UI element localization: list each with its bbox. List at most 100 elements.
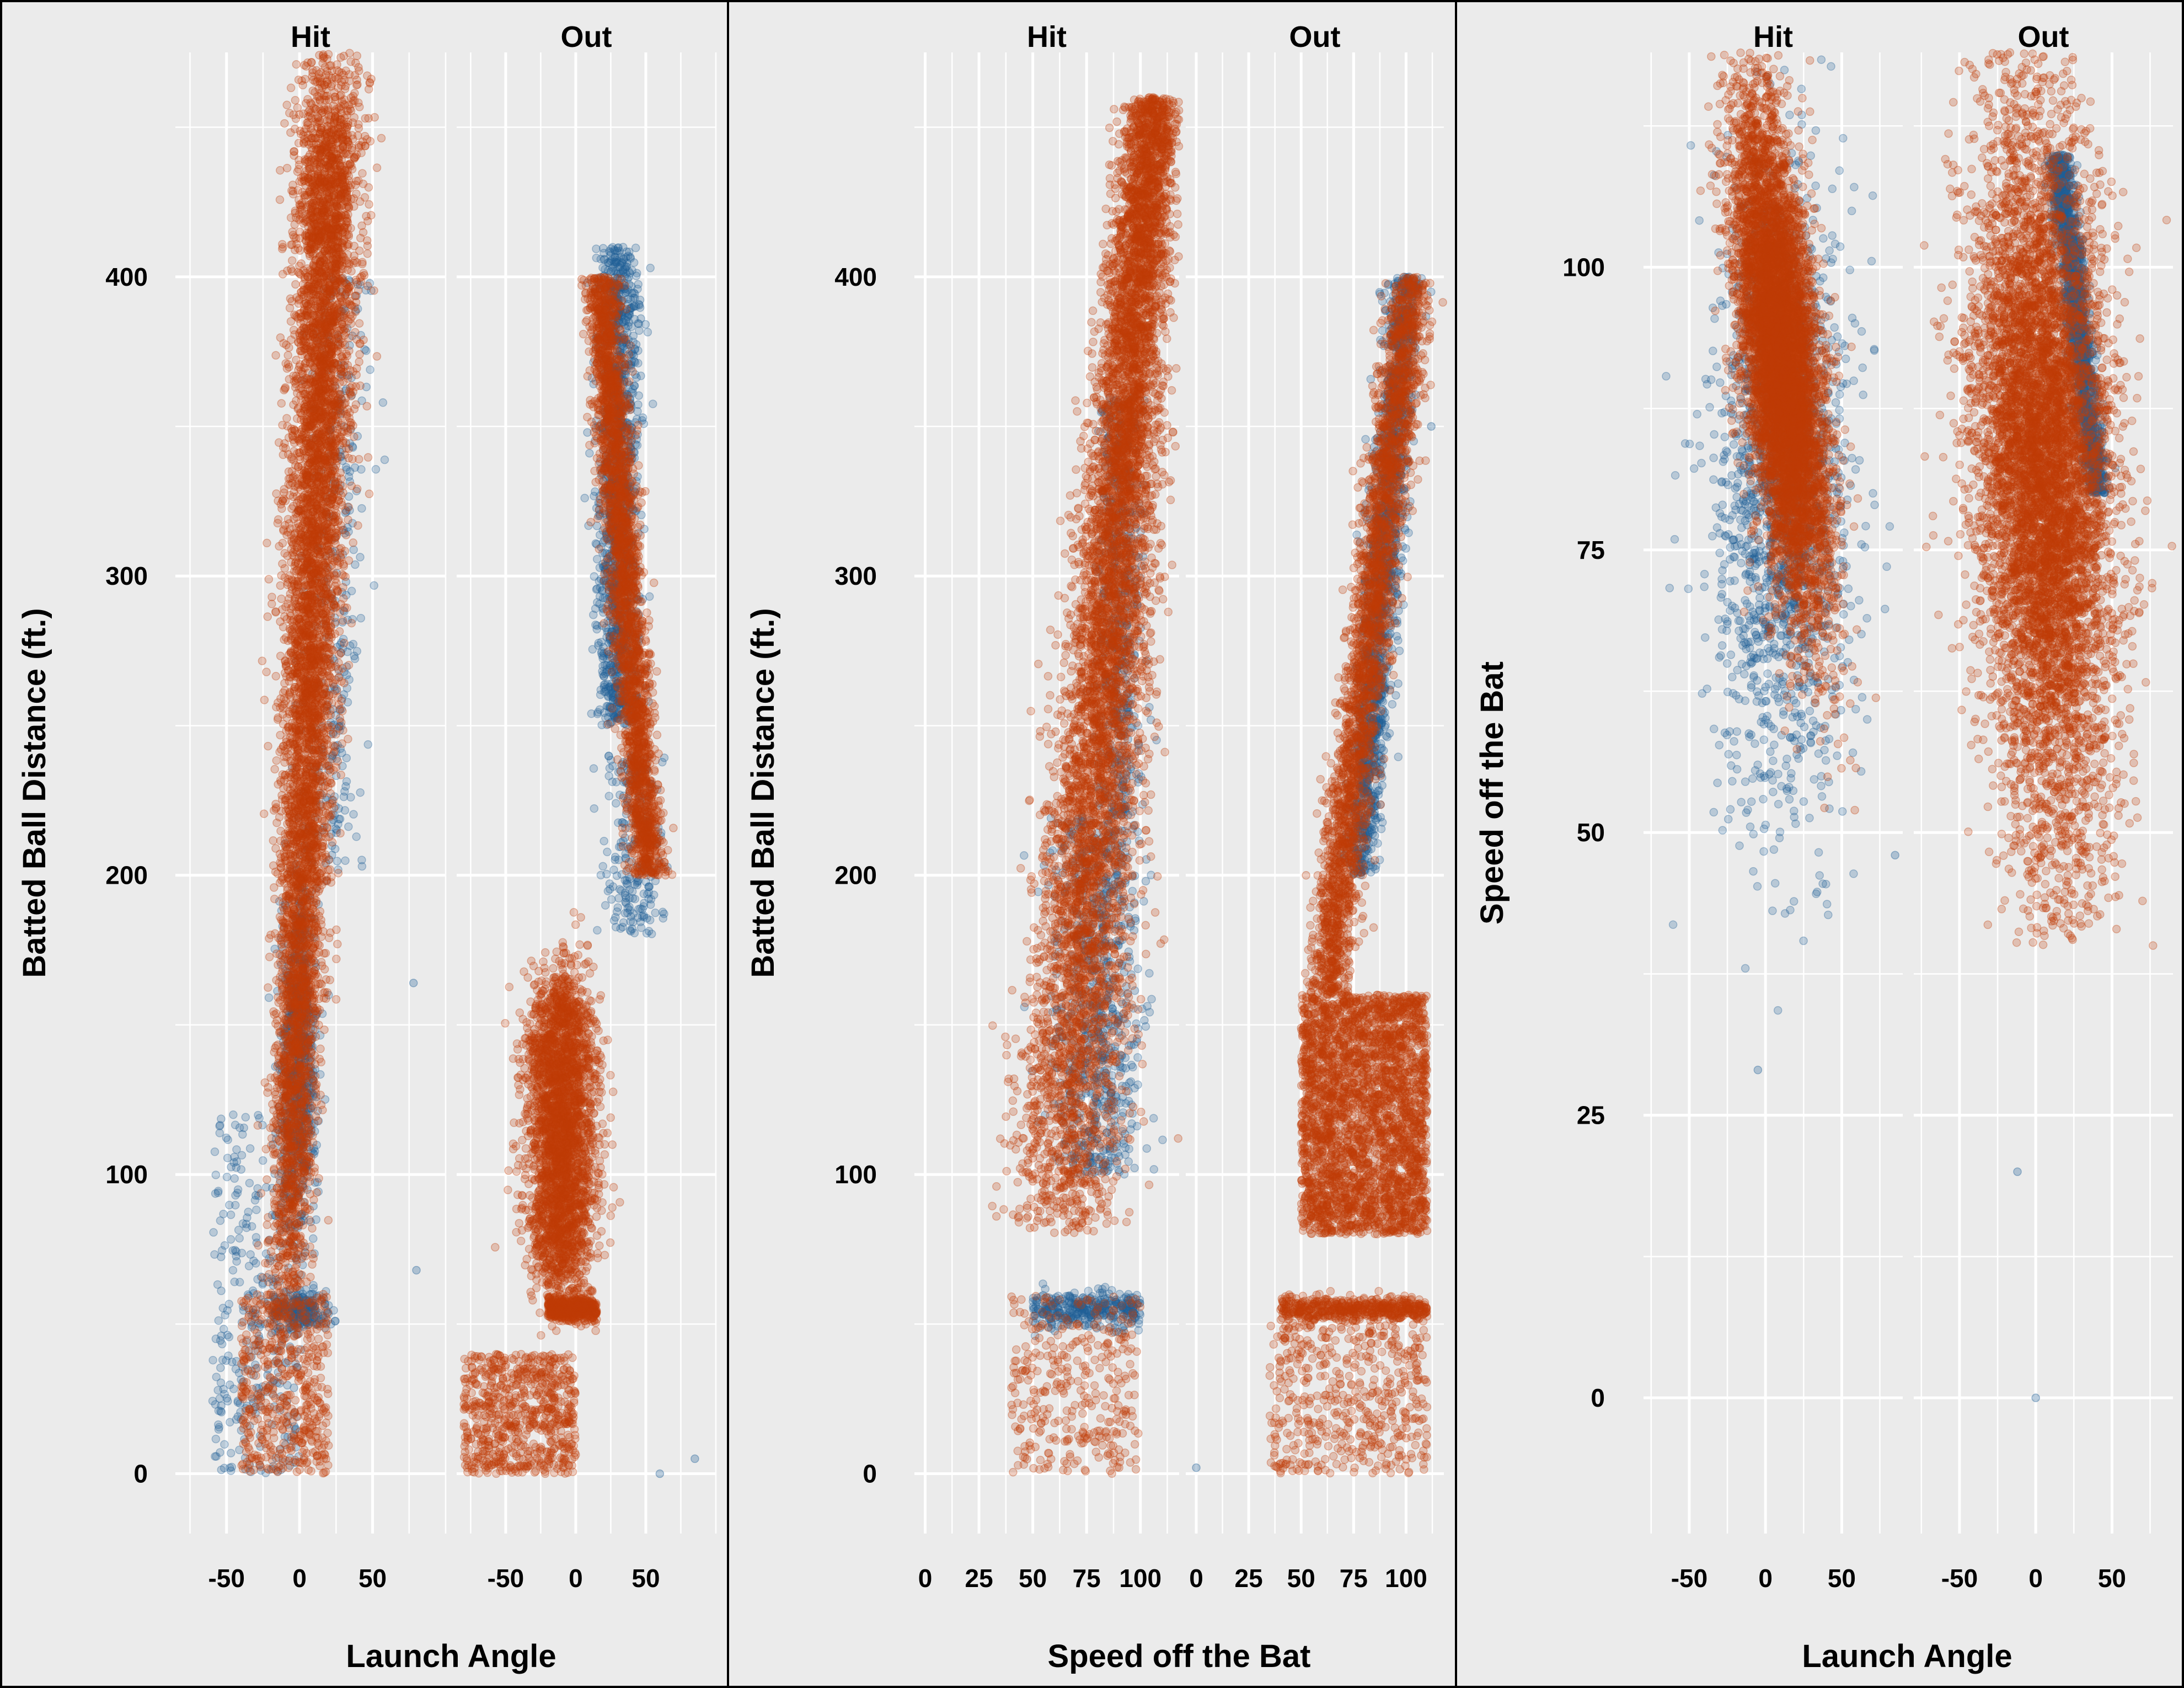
data-point bbox=[228, 1265, 238, 1275]
data-point bbox=[285, 998, 293, 1007]
data-point bbox=[286, 1308, 295, 1317]
data-point bbox=[258, 1273, 267, 1283]
data-point bbox=[223, 1135, 232, 1144]
data-point bbox=[344, 515, 352, 524]
data-point bbox=[220, 1241, 229, 1250]
data-point bbox=[349, 810, 358, 819]
data-point bbox=[311, 1302, 319, 1311]
data-point bbox=[330, 1317, 340, 1326]
data-point bbox=[313, 1356, 322, 1365]
data-point bbox=[301, 1252, 310, 1260]
data-point bbox=[352, 647, 362, 656]
data-point bbox=[271, 351, 280, 360]
data-point bbox=[276, 1031, 286, 1040]
data-point bbox=[350, 654, 360, 664]
data-point bbox=[229, 1110, 238, 1119]
data-point bbox=[300, 1071, 309, 1081]
data-point bbox=[377, 133, 386, 143]
data-point bbox=[276, 1112, 285, 1121]
data-point bbox=[238, 1219, 248, 1228]
data-point bbox=[346, 793, 355, 802]
data-point bbox=[352, 832, 361, 841]
data-point bbox=[215, 1129, 224, 1137]
data-point bbox=[314, 1334, 323, 1343]
data-point bbox=[259, 809, 269, 818]
data-point bbox=[254, 1110, 263, 1120]
data-point bbox=[333, 939, 342, 949]
data-point bbox=[279, 1439, 288, 1447]
data-point bbox=[229, 1158, 238, 1167]
data-point bbox=[265, 934, 274, 943]
data-point bbox=[355, 350, 364, 359]
data-point bbox=[277, 1198, 286, 1208]
data-point bbox=[349, 538, 358, 547]
data-point bbox=[231, 1191, 240, 1200]
data-point bbox=[345, 506, 354, 515]
data-point bbox=[357, 465, 366, 474]
data-point bbox=[252, 1205, 261, 1214]
data-point bbox=[357, 862, 367, 871]
data-point bbox=[317, 742, 326, 752]
data-point bbox=[222, 1356, 231, 1365]
data-point bbox=[300, 1294, 309, 1303]
data-point bbox=[354, 521, 362, 530]
data-point bbox=[370, 581, 378, 590]
data-point bbox=[245, 1467, 254, 1476]
data-point bbox=[344, 472, 354, 481]
data-point bbox=[363, 740, 373, 749]
data-point bbox=[217, 1114, 226, 1124]
data-point bbox=[286, 1311, 295, 1320]
data-point bbox=[219, 1209, 228, 1219]
data-point bbox=[213, 1188, 223, 1197]
data-point bbox=[323, 1385, 332, 1393]
data-point bbox=[218, 1304, 228, 1313]
data-point bbox=[226, 1210, 235, 1219]
data-point bbox=[286, 970, 295, 979]
data-point bbox=[246, 1250, 255, 1259]
data-point bbox=[297, 1048, 306, 1057]
data-point bbox=[244, 1208, 253, 1216]
data-point bbox=[285, 303, 295, 313]
data-point bbox=[260, 696, 269, 704]
facet-hit: Hit-50 0 50 bbox=[175, 20, 447, 1593]
data-point bbox=[224, 1332, 234, 1342]
data-point bbox=[306, 762, 315, 771]
series-1-points bbox=[208, 273, 389, 1477]
data-point bbox=[342, 754, 351, 762]
data-point bbox=[226, 1235, 235, 1244]
data-point bbox=[217, 1401, 226, 1410]
data-point bbox=[216, 1363, 225, 1372]
data-point bbox=[270, 765, 279, 774]
data-point bbox=[309, 1234, 318, 1243]
data-point bbox=[356, 553, 365, 562]
data-point bbox=[242, 1223, 251, 1232]
data-point bbox=[300, 1018, 309, 1027]
data-point bbox=[217, 1286, 226, 1295]
data-point bbox=[288, 1070, 297, 1079]
data-point bbox=[347, 618, 356, 628]
data-point bbox=[300, 1061, 309, 1070]
data-point bbox=[279, 1301, 288, 1311]
data-point bbox=[366, 365, 374, 374]
data-point bbox=[283, 351, 292, 360]
data-point bbox=[294, 164, 303, 174]
data-point bbox=[354, 120, 363, 129]
data-point bbox=[280, 635, 288, 644]
data-point bbox=[322, 688, 331, 697]
data-point bbox=[307, 745, 316, 754]
data-point bbox=[235, 1233, 244, 1243]
data-point bbox=[234, 1226, 243, 1235]
data-point bbox=[378, 398, 388, 407]
data-point bbox=[221, 1311, 229, 1320]
data-point bbox=[341, 856, 350, 865]
data-point bbox=[232, 1145, 241, 1154]
data-point bbox=[227, 1462, 237, 1472]
data-point bbox=[371, 465, 381, 474]
data-point bbox=[211, 1434, 221, 1444]
data-point bbox=[211, 1452, 220, 1461]
data-point bbox=[356, 788, 365, 797]
data-point bbox=[251, 1259, 260, 1268]
data-point bbox=[344, 822, 353, 831]
data-point bbox=[344, 660, 354, 670]
